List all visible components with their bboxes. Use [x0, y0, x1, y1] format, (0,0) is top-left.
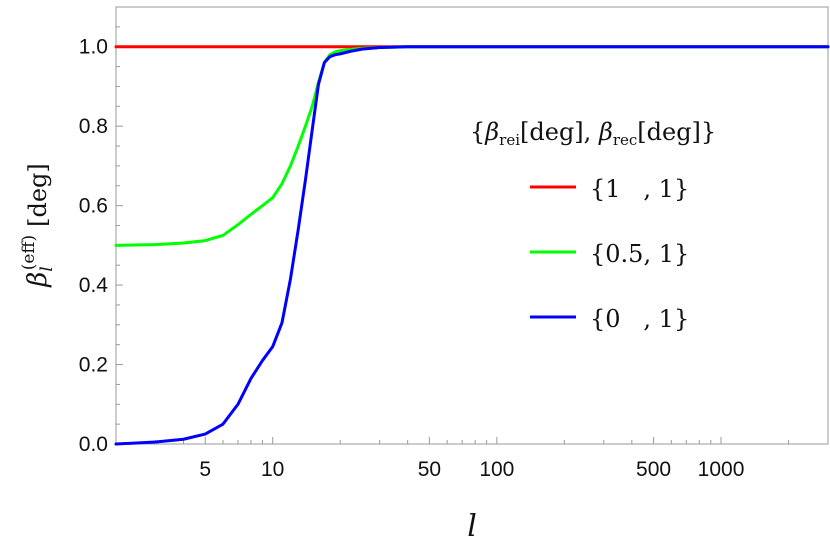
- x-tick-label-5: 5: [199, 458, 211, 481]
- y-axis-ticks: 0.0 0.2 0.4 0.6 0.8 1.0: [79, 26, 123, 456]
- y-label-sup: (eff): [19, 235, 39, 270]
- x-tick-label-500: 500: [636, 458, 671, 481]
- x-axis-label: l: [467, 509, 477, 544]
- y-tick-label-0.4: 0.4: [79, 274, 109, 297]
- plot-frame: [115, 6, 829, 445]
- y-tick-label-0.6: 0.6: [79, 195, 108, 218]
- x-tick-label-50: 50: [418, 458, 441, 481]
- series-line-blue: [114, 45, 830, 446]
- x-tick-label-100: 100: [479, 458, 514, 481]
- y-label-base: β: [23, 272, 53, 288]
- x-tick-label-10: 10: [261, 458, 284, 481]
- legend-entry-green: {0.5, 1}: [590, 240, 689, 268]
- y-label-unit: [deg]: [24, 163, 52, 227]
- y-tick-label-0.8: 0.8: [79, 115, 108, 138]
- x-axis-ticks: 5 10 50 100 500 1000: [115, 437, 829, 481]
- y-tick-label-0.0: 0.0: [79, 433, 108, 456]
- y-axis-label: βl(eff) [deg]: [19, 163, 57, 288]
- series-line-green: [114, 45, 830, 247]
- y-label-sub: l: [37, 266, 57, 271]
- legend-entry-blue: {0 , 1}: [590, 305, 689, 333]
- x-tick-label-1000: 1000: [698, 458, 745, 481]
- y-tick-label-1.0: 1.0: [79, 36, 108, 59]
- legend: {βrei[deg], βrec[deg]} {1 , 1} {0.5, 1} …: [470, 118, 716, 333]
- y-tick-label-0.2: 0.2: [79, 354, 108, 377]
- legend-title: {βrei[deg], βrec[deg]}: [470, 118, 716, 149]
- legend-entry-red: {1 , 1}: [590, 175, 689, 203]
- series-lines: [114, 45, 830, 446]
